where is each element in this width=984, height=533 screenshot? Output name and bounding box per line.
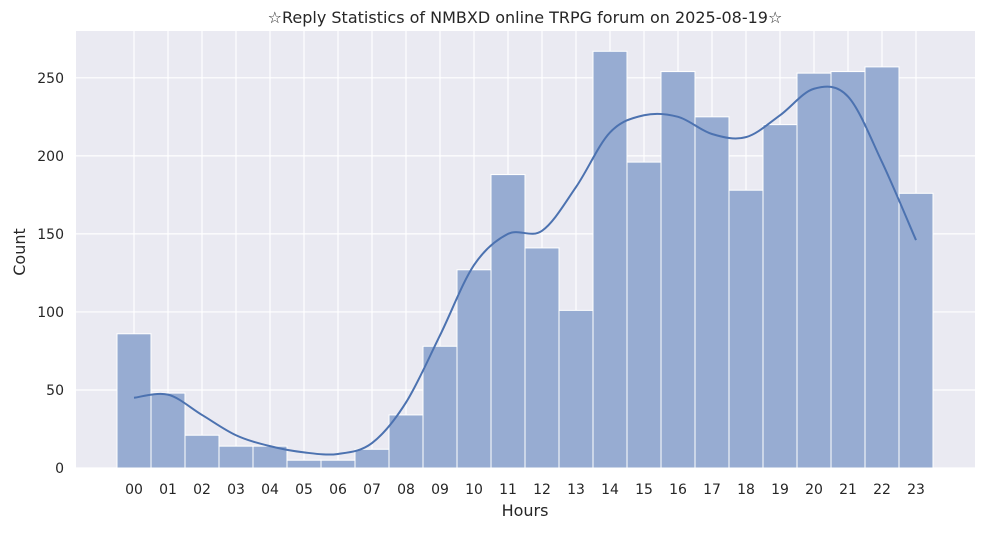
x-tick-label: 08 xyxy=(397,482,415,498)
bar-hour-07 xyxy=(354,448,390,469)
x-tick-label: 12 xyxy=(533,482,551,498)
bar-hour-23 xyxy=(898,192,934,469)
y-tick-label: 150 xyxy=(37,227,64,243)
bars xyxy=(116,50,934,469)
x-tick-label: 07 xyxy=(363,482,381,498)
x-tick-label: 06 xyxy=(329,482,347,498)
x-tick-label: 11 xyxy=(499,482,517,498)
y-axis-label: Count xyxy=(10,228,29,276)
x-tick-label: 03 xyxy=(227,482,245,498)
x-tick-label: 00 xyxy=(125,482,143,498)
bar-hour-14 xyxy=(592,50,628,469)
x-tick-label: 05 xyxy=(295,482,313,498)
chart-title: ☆Reply Statistics of NMBXD online TRPG f… xyxy=(268,8,783,27)
x-tick-label: 04 xyxy=(261,482,279,498)
x-tick-label: 13 xyxy=(567,482,585,498)
bar-hour-09 xyxy=(422,345,458,469)
x-tick-label: 10 xyxy=(465,482,483,498)
bar-hour-12 xyxy=(524,247,560,469)
bar-hour-00 xyxy=(116,333,152,469)
x-tick-labels: 00 01 02 03 04 05 06 07 08 09 10 11 12 13 14 15 16 17 18 19… xyxy=(125,482,925,498)
bar-hour-08 xyxy=(388,414,424,469)
bar-hour-21 xyxy=(830,71,866,469)
x-axis-label: Hours xyxy=(502,501,549,520)
x-tick-label: 09 xyxy=(431,482,449,498)
x-tick-label: 19 xyxy=(771,482,789,498)
x-tick-label: 15 xyxy=(635,482,653,498)
y-tick-label: 250 xyxy=(37,71,64,87)
x-tick-label: 21 xyxy=(839,482,857,498)
x-tick-label: 02 xyxy=(193,482,211,498)
bar-hour-03 xyxy=(218,445,254,469)
x-tick-label: 14 xyxy=(601,482,619,498)
bar-hour-06 xyxy=(320,459,356,469)
bar-hour-20 xyxy=(796,72,832,469)
x-tick-label: 20 xyxy=(805,482,823,498)
bar-hour-02 xyxy=(184,434,220,469)
bar-hour-16 xyxy=(660,71,696,469)
kde-line xyxy=(133,85,917,456)
bar-hour-19 xyxy=(762,124,798,469)
x-tick-label: 23 xyxy=(907,482,925,498)
bar-hour-11 xyxy=(490,174,526,469)
bar-hour-18 xyxy=(728,189,764,469)
x-tick-label: 16 xyxy=(669,482,687,498)
x-tick-label: 17 xyxy=(703,482,721,498)
bar-hour-17 xyxy=(694,116,730,469)
y-tick-label: 0 xyxy=(55,461,64,477)
x-tick-label: 18 xyxy=(737,482,755,498)
bar-hour-05 xyxy=(286,459,322,469)
bar-hour-13 xyxy=(558,309,594,469)
bar-hour-15 xyxy=(626,161,662,469)
x-tick-label: 22 xyxy=(873,482,891,498)
y-tick-label: 50 xyxy=(46,383,64,399)
bar-hour-22 xyxy=(864,66,900,469)
x-tick-label: 01 xyxy=(159,482,177,498)
bar-hour-01 xyxy=(150,392,186,469)
bar-hour-10 xyxy=(456,269,492,469)
y-tick-label: 200 xyxy=(37,149,64,165)
y-tick-label: 100 xyxy=(37,305,64,321)
y-tick-labels: 0 50 100 150 200 250 xyxy=(37,71,64,477)
